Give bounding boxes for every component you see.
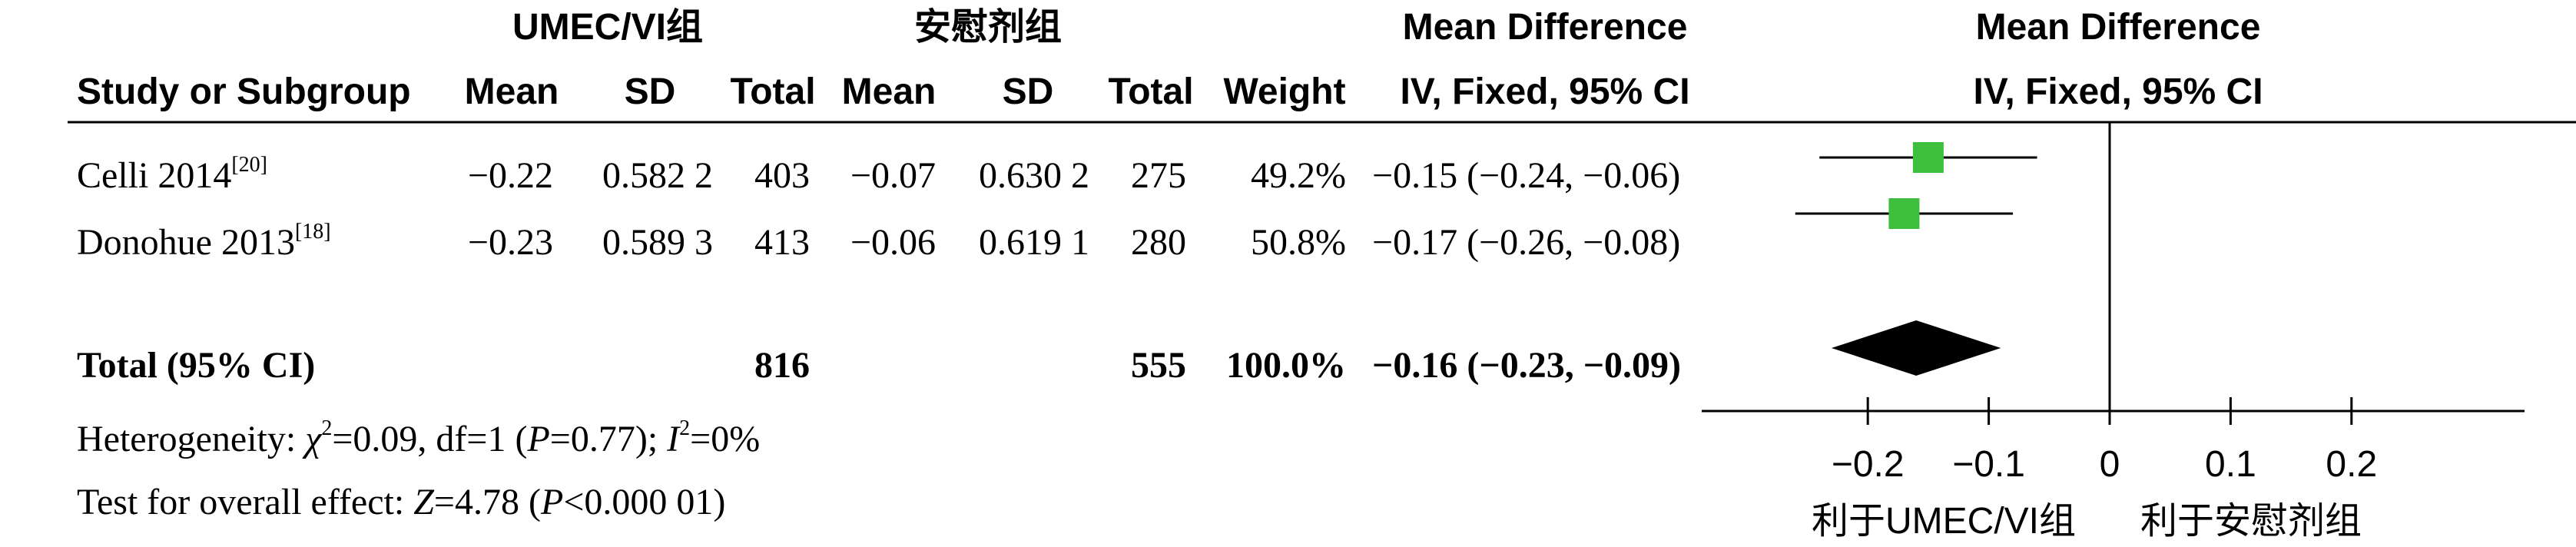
heterogeneity-text: Heterogeneity: χ2=0.09, df=1 (P=0.77); I…	[77, 416, 761, 459]
overall-effect-text: Test for overall effect: Z=4.78 (P<0.000…	[77, 482, 726, 522]
col-study: Study or Subgroup	[77, 71, 411, 112]
col-sd2: SD	[1002, 71, 1054, 112]
x-tick-label: −0.1	[1952, 444, 2025, 485]
study-ref: [18]	[294, 220, 331, 244]
study-name: Donohue 2013[18]	[77, 220, 331, 263]
total2-sum: 555	[1131, 345, 1186, 386]
col-sd1: SD	[624, 71, 676, 112]
study-name: Celli 2014[20]	[77, 153, 267, 196]
total1-cell: 413	[754, 222, 810, 263]
col-ci: IV, Fixed, 95% CI	[1400, 71, 1690, 112]
pooled-diamond	[1831, 320, 2001, 376]
ci-cell: −0.15 (−0.24, −0.06)	[1372, 155, 1681, 196]
mean2-cell: −0.07	[850, 155, 936, 196]
col-total1: Total	[730, 71, 816, 112]
plot-subtitle: IV, Fixed, 95% CI	[1973, 71, 2263, 112]
weight-cell: 49.2%	[1251, 155, 1346, 196]
favours-left-label: 利于UMEC/VI组	[1811, 501, 2077, 542]
col-weight: Weight	[1223, 71, 1346, 112]
study-marker	[1888, 198, 1920, 229]
total1-cell: 403	[754, 155, 810, 196]
mean1-cell: −0.23	[467, 222, 553, 263]
x-tick-label: 0.2	[2326, 444, 2377, 485]
mean2-cell: −0.06	[850, 222, 936, 263]
col-mean1: Mean	[464, 71, 559, 112]
group1-header: UMEC/VI组	[512, 7, 704, 48]
col-mean2: Mean	[841, 71, 937, 112]
sd2-cell: 0.630 2	[979, 155, 1089, 196]
total-weight: 100.0%	[1226, 345, 1346, 386]
effect-title: Mean Difference	[1402, 7, 1688, 48]
plot-title: Mean Difference	[1975, 7, 2261, 48]
sd2-cell: 0.619 1	[979, 222, 1089, 263]
x-tick-label: 0	[2100, 444, 2120, 485]
sd1-cell: 0.589 3	[602, 222, 713, 263]
ci-cell: −0.17 (−0.26, −0.08)	[1372, 222, 1681, 263]
total-ci: −0.16 (−0.23, −0.09)	[1372, 345, 1682, 386]
study-marker	[1912, 142, 1944, 173]
group2-header: 安慰剂组	[913, 7, 1063, 48]
weight-cell: 50.8%	[1251, 222, 1346, 263]
total-label: Total (95% CI)	[77, 345, 316, 386]
study-ref: [20]	[231, 153, 267, 177]
sd1-cell: 0.582 2	[602, 155, 713, 196]
total2-cell: 280	[1131, 222, 1186, 263]
mean1-cell: −0.22	[467, 155, 553, 196]
x-tick-label: 0.1	[2205, 444, 2256, 485]
favours-right-label: 利于安慰剂组	[2140, 501, 2362, 542]
total1-sum: 816	[754, 345, 810, 386]
total2-cell: 275	[1131, 155, 1186, 196]
x-tick-label: −0.2	[1832, 444, 1905, 485]
col-total2: Total	[1108, 71, 1194, 112]
